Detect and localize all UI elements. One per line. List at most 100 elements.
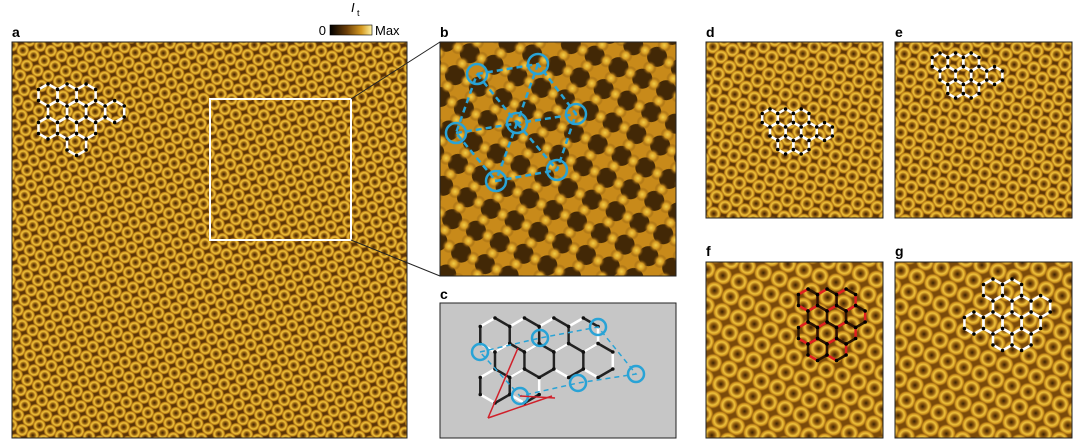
lattice-bond	[66, 115, 78, 124]
lattice-site	[93, 98, 98, 103]
lattice-site	[610, 350, 615, 354]
lattice-bond	[855, 320, 866, 329]
lattice-bond	[85, 132, 97, 141]
lattice-bond	[1001, 294, 1013, 303]
lattice-bond	[826, 304, 838, 313]
lattice-bond	[1030, 327, 1042, 336]
lattice-site	[814, 134, 819, 138]
lattice-site	[46, 137, 50, 141]
lattice-site	[1029, 343, 1033, 347]
lattice-site	[814, 125, 819, 129]
lattice-site	[1000, 348, 1005, 353]
superlattice-site	[588, 317, 608, 337]
lattice-site	[1019, 315, 1024, 320]
lattice-bond	[855, 304, 866, 313]
lattice-site	[1019, 326, 1024, 331]
lattice-site	[791, 111, 796, 116]
lattice-site	[806, 353, 810, 357]
lattice-site	[961, 55, 966, 60]
lattice-vector	[487, 347, 519, 419]
lattice-site	[844, 287, 848, 291]
lattice-bond	[1011, 277, 1023, 286]
lattice-bond	[538, 367, 555, 379]
lattice-site	[596, 375, 600, 380]
lattice-site	[112, 98, 117, 103]
lattice-bond	[509, 316, 526, 328]
superlattice-overlay	[444, 52, 588, 193]
lattice-site	[65, 115, 69, 119]
lattice-bond	[845, 287, 857, 296]
lattice-site	[783, 125, 788, 129]
lattice-site	[938, 51, 942, 55]
lattice-site	[807, 111, 811, 116]
lattice-site	[938, 69, 942, 73]
lattice-site	[796, 303, 801, 308]
lattice-site	[799, 152, 803, 156]
lattice-site	[825, 342, 829, 346]
lattice-site	[507, 324, 512, 329]
lattice-site	[478, 324, 483, 329]
lattice-site	[65, 148, 69, 152]
lattice-site	[122, 115, 127, 119]
lattice-bond	[835, 337, 847, 346]
lattice-site	[566, 375, 571, 380]
lattice-site	[84, 115, 88, 119]
lattice-site	[1010, 299, 1014, 303]
lattice-site	[930, 55, 935, 60]
lattice-site	[791, 138, 796, 143]
lattice-site	[122, 104, 127, 108]
lattice-bond	[95, 99, 106, 108]
lattice-bond	[567, 367, 584, 379]
lattice-site	[834, 358, 839, 363]
lattice-site	[1029, 299, 1033, 303]
lattice-bond	[37, 132, 49, 141]
superlattice-site	[568, 373, 588, 393]
lattice-site	[806, 320, 810, 324]
lattice-bond	[797, 304, 809, 313]
panel-label: d	[706, 24, 715, 40]
lattice-site	[825, 353, 829, 357]
stm-image	[705, 41, 884, 219]
lattice-site	[1010, 310, 1014, 314]
lattice-site	[1038, 315, 1043, 320]
lattice-bond	[982, 327, 994, 336]
superlattice-site	[470, 342, 490, 362]
lattice-bond	[1001, 310, 1013, 319]
lattice-site	[825, 320, 829, 324]
lattice-site	[972, 332, 976, 336]
lattice-bond	[835, 353, 847, 362]
lattice-site	[961, 82, 966, 87]
lattice-site	[1029, 332, 1033, 336]
lattice-bond	[582, 342, 599, 354]
lattice-site	[74, 87, 79, 92]
lattice-site	[863, 309, 867, 313]
lattice-site	[815, 292, 820, 297]
lattice-bond	[523, 316, 540, 328]
lattice-site	[55, 87, 60, 92]
lattice-site	[36, 98, 41, 103]
lattice-site	[992, 64, 997, 69]
lattice-bond	[104, 99, 116, 108]
lattice-site	[84, 104, 88, 108]
lattice-site	[807, 120, 811, 125]
colorbar-max: Max	[375, 23, 400, 38]
lattice-site	[945, 55, 950, 60]
lattice-bond	[992, 277, 1004, 286]
lattice-site	[799, 107, 803, 111]
lattice-bond	[494, 316, 511, 328]
lattice-site	[815, 303, 820, 308]
lattice-bond	[56, 132, 68, 141]
lattice-bond	[816, 353, 828, 362]
lattice-bond	[1040, 310, 1051, 319]
lattice-site	[84, 82, 88, 86]
lattice-site	[55, 131, 60, 136]
lattice-bond	[597, 367, 614, 379]
lattice-site	[768, 125, 772, 129]
lattice-bond	[816, 320, 828, 329]
lattice-bond	[797, 287, 809, 296]
lattice-bond	[538, 316, 555, 328]
lattice-site	[493, 316, 497, 320]
lattice-bond	[553, 367, 570, 379]
lattice-site	[853, 292, 858, 297]
